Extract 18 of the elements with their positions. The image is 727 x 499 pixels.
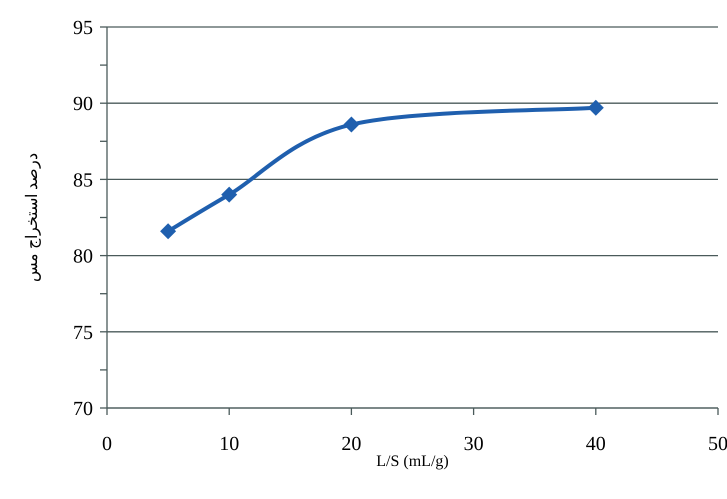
y-tick-label: 90	[73, 93, 93, 116]
x-tick-label: 40	[586, 433, 606, 455]
x-tick-label: 0	[102, 433, 112, 455]
x-axis-title: L/S (mL/g)	[376, 453, 449, 470]
point	[221, 186, 238, 203]
x-tick-label: 30	[464, 433, 484, 455]
x-tick-label: 20	[341, 433, 362, 455]
y-tick-label: 80	[73, 246, 93, 268]
y-tick-label: 70	[73, 398, 93, 420]
x-tick-label: 10	[219, 433, 240, 455]
point	[343, 116, 360, 133]
y-tick-label: 95	[73, 17, 93, 39]
y-tick-label: 85	[73, 169, 93, 192]
y-axis-title: درصد استخراج مس	[24, 153, 41, 282]
point	[160, 223, 176, 240]
point	[588, 100, 604, 116]
y-tick-label: 75	[73, 322, 93, 344]
x-tick-label: 50	[708, 433, 727, 455]
